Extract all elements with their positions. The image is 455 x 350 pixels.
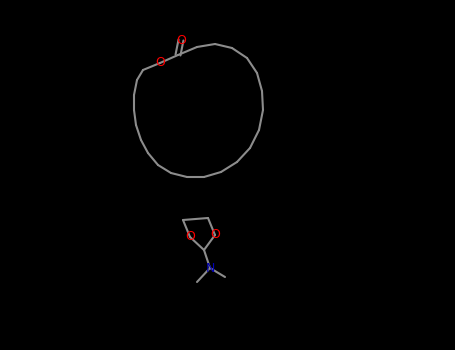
Text: O: O [185, 231, 195, 244]
Text: O: O [176, 34, 186, 47]
Text: N: N [205, 261, 215, 274]
Text: O: O [155, 56, 165, 70]
Text: O: O [210, 229, 220, 241]
